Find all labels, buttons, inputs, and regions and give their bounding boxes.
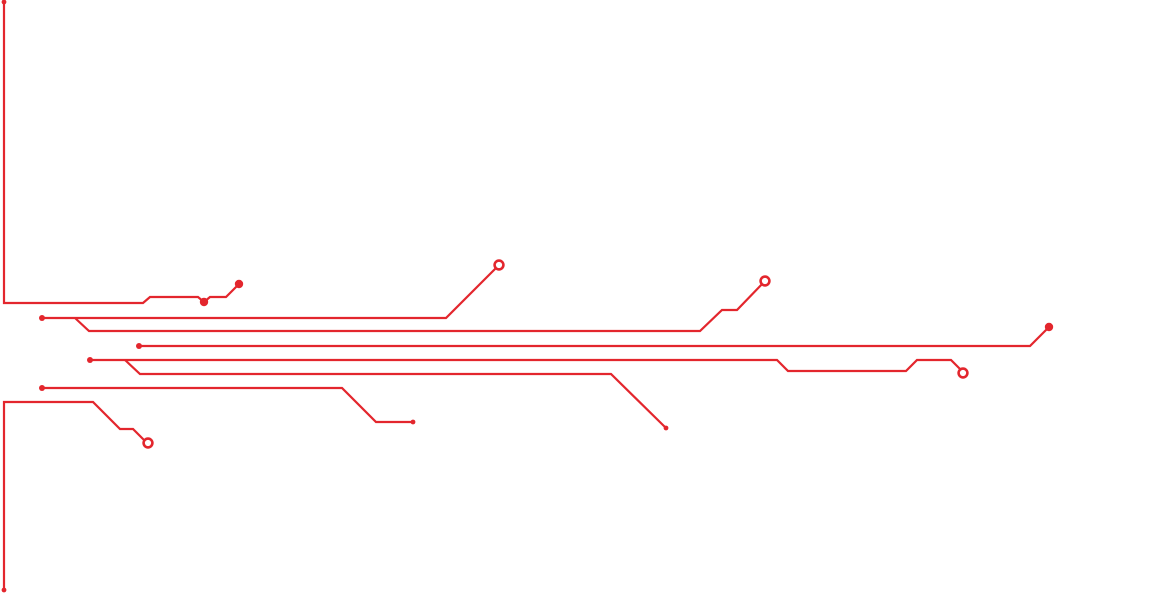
pad-ring-963-373 — [957, 367, 969, 379]
trace-bottom-vertical — [2, 400, 147, 590]
pad-bottom-end — [1, 587, 7, 593]
trace-row-346 — [139, 326, 1050, 348]
pad-666-428 — [663, 425, 669, 431]
trace-row-374 — [124, 359, 667, 429]
pad-ring-148-443 — [142, 437, 154, 449]
pad-42-318 — [39, 315, 45, 321]
pad-239-284 — [234, 279, 244, 289]
pad-139-346 — [136, 343, 142, 349]
pad-204-302 — [199, 297, 209, 307]
pad-top-start — [1, 0, 7, 5]
trace-row-331 — [74, 280, 766, 333]
pad-413-422 — [410, 419, 416, 425]
trace-top-vertical — [2, 2, 240, 305]
pad-ring-499-265 — [493, 259, 505, 271]
trace-row-360 — [90, 358, 963, 373]
pad-90-360 — [87, 357, 93, 363]
pad-ring-765-281 — [759, 275, 771, 287]
pad-42-388 — [39, 385, 45, 391]
pad-1049-327 — [1044, 322, 1054, 332]
trace-row-318 — [42, 264, 500, 320]
trace-row-388 — [42, 386, 413, 424]
